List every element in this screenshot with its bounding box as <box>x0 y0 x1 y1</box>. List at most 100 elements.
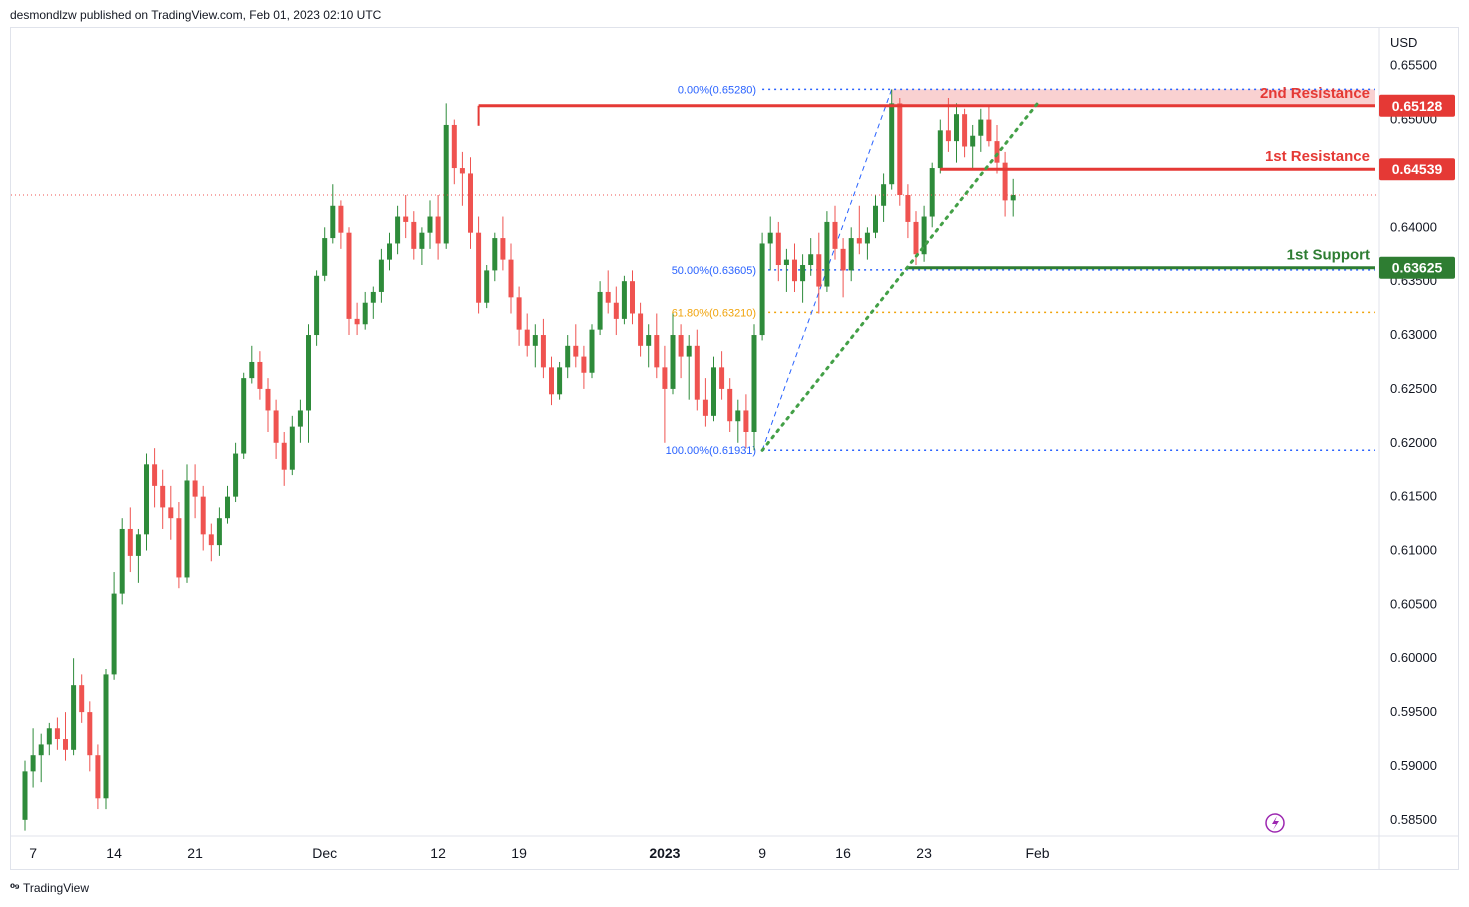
candle[interactable] <box>257 361 263 389</box>
candle[interactable] <box>621 281 627 319</box>
candle[interactable] <box>403 216 409 222</box>
candle[interactable] <box>459 168 465 174</box>
candle[interactable] <box>808 254 814 266</box>
candle[interactable] <box>168 507 174 519</box>
candle[interactable] <box>233 453 239 497</box>
candle[interactable] <box>119 528 125 594</box>
candle[interactable] <box>160 485 166 508</box>
candle[interactable] <box>395 216 401 244</box>
candle[interactable] <box>646 335 652 346</box>
candle[interactable] <box>22 771 28 820</box>
candle[interactable] <box>719 367 725 389</box>
candle[interactable] <box>905 194 911 222</box>
candle[interactable] <box>103 674 109 799</box>
candle[interactable] <box>751 335 757 432</box>
candle[interactable] <box>986 119 992 142</box>
candle[interactable] <box>945 130 951 142</box>
candle[interactable] <box>127 528 133 556</box>
candle[interactable] <box>144 464 149 535</box>
candle[interactable] <box>492 238 498 271</box>
candle[interactable] <box>524 329 530 346</box>
candle[interactable] <box>816 254 822 287</box>
candle[interactable] <box>87 712 93 756</box>
candle[interactable] <box>970 135 976 147</box>
candle[interactable] <box>38 744 44 756</box>
candle[interactable] <box>735 410 741 422</box>
candle[interactable] <box>338 205 344 233</box>
candle[interactable] <box>265 388 271 411</box>
candle[interactable] <box>937 130 943 169</box>
candle[interactable] <box>249 361 255 379</box>
candle[interactable] <box>589 329 595 373</box>
candle[interactable] <box>994 141 1000 163</box>
candle[interactable] <box>297 410 303 427</box>
candle[interactable] <box>362 302 368 325</box>
candle[interactable] <box>670 335 676 389</box>
candle[interactable] <box>79 685 85 713</box>
candle[interactable] <box>427 216 433 233</box>
candle[interactable] <box>435 216 441 244</box>
footer-brand[interactable]: ⁰⁹ TradingView <box>10 881 89 895</box>
candle[interactable] <box>921 216 927 255</box>
candle[interactable] <box>484 270 490 303</box>
candle[interactable] <box>565 345 571 368</box>
candle[interactable] <box>856 238 862 244</box>
candle[interactable] <box>184 480 190 578</box>
candle[interactable] <box>978 119 984 136</box>
candle[interactable] <box>241 378 247 454</box>
candle[interactable] <box>954 114 959 142</box>
candle[interactable] <box>451 124 457 169</box>
candle[interactable] <box>63 739 68 750</box>
candle[interactable] <box>346 232 352 319</box>
candle[interactable] <box>500 238 506 260</box>
candle[interactable] <box>727 388 733 422</box>
candle[interactable] <box>832 221 838 249</box>
candle[interactable] <box>630 281 635 314</box>
candle[interactable] <box>532 335 538 346</box>
candle[interactable] <box>743 410 749 432</box>
candle[interactable] <box>273 410 279 443</box>
candle[interactable] <box>824 221 830 287</box>
candle[interactable] <box>1010 194 1016 201</box>
candle[interactable] <box>419 232 425 249</box>
candle[interactable] <box>95 755 101 799</box>
candle[interactable] <box>775 232 781 266</box>
candle[interactable] <box>678 335 684 357</box>
candle[interactable] <box>573 345 579 357</box>
candle[interactable] <box>46 728 52 745</box>
candle[interactable] <box>694 345 700 400</box>
candle[interactable] <box>848 238 854 271</box>
candle[interactable] <box>71 685 77 750</box>
candle[interactable] <box>443 124 449 244</box>
candle[interactable] <box>152 464 158 486</box>
candle[interactable] <box>638 313 644 346</box>
candle[interactable] <box>767 232 773 244</box>
candle[interactable] <box>792 259 797 282</box>
candle[interactable] <box>549 367 554 395</box>
candle[interactable] <box>200 496 206 535</box>
lightning-icon[interactable] <box>1265 813 1285 833</box>
candle[interactable] <box>597 291 603 330</box>
candle[interactable] <box>897 103 903 195</box>
candle[interactable] <box>476 232 482 303</box>
candle[interactable] <box>322 238 328 276</box>
candle[interactable] <box>800 265 806 282</box>
candle[interactable] <box>662 367 668 389</box>
candle[interactable] <box>864 232 870 244</box>
candle[interactable] <box>686 345 692 357</box>
candle[interactable] <box>370 291 376 303</box>
candle[interactable] <box>135 534 141 556</box>
candle[interactable] <box>306 335 311 411</box>
candle[interactable] <box>962 114 968 147</box>
candle[interactable] <box>540 335 546 368</box>
candle[interactable] <box>508 259 514 298</box>
candle[interactable] <box>192 480 198 497</box>
candle[interactable] <box>913 221 919 255</box>
candle[interactable] <box>378 259 384 292</box>
candle[interactable] <box>1002 162 1008 201</box>
trendline[interactable] <box>760 101 1039 452</box>
candle[interactable] <box>281 442 287 470</box>
candle[interactable] <box>654 335 660 368</box>
candle[interactable] <box>605 291 611 303</box>
